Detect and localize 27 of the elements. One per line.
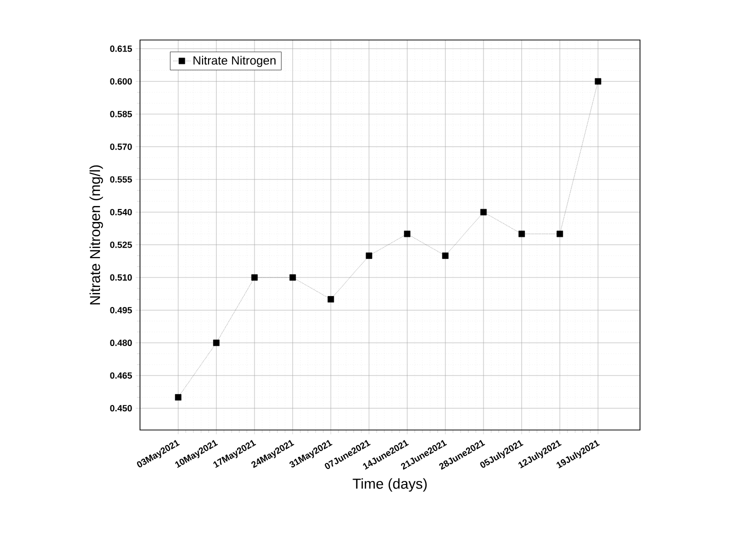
point [518,230,525,238]
y-tick-label: 0.495 [110,306,132,314]
point [556,230,564,238]
point [442,252,449,259]
point [251,274,258,281]
y-tick-label: 0.555 [110,176,132,183]
y-tick-label: 0.600 [110,78,132,85]
point [289,274,296,281]
point [328,296,334,302]
point [594,78,602,85]
point [213,340,220,346]
y-tick-label: 0.525 [110,242,132,248]
y-tick-label: 0.540 [110,208,132,216]
point [174,394,182,401]
point [404,230,410,238]
y-tick-label: 0.480 [110,340,132,346]
y-tick-label: 0.570 [110,144,132,150]
point [366,252,372,259]
y-tick-label: 0.510 [110,274,132,281]
legend-label: Nitrate Nitrogen [194,56,276,68]
y-tick-label: 0.465 [110,372,132,379]
y-tick-label: 0.585 [110,110,132,118]
y-tick-label: 0.615 [110,46,132,52]
y-tick-label: 0.450 [110,405,132,412]
x-axis-title: Time (days) [352,478,427,492]
point [480,208,487,216]
y-axis-title: Nitrate Nitrogen (mg/l) [90,165,103,304]
